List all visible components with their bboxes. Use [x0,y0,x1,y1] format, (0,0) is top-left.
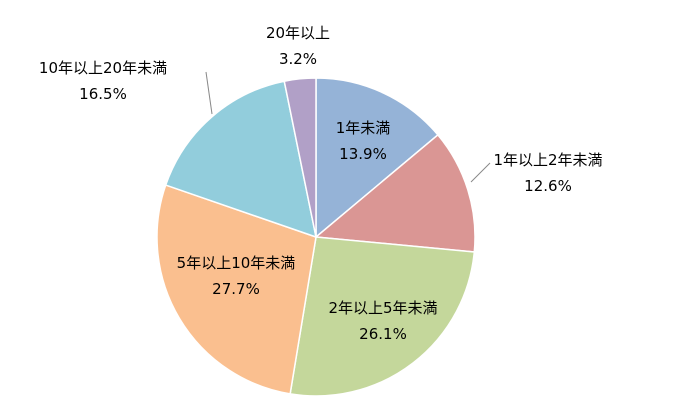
pie-slice [314,133,476,253]
slice-value-label: 27.7% [212,280,260,298]
slice-label: 20年以上 [266,24,330,42]
leader-line [205,71,213,115]
pie-slice [164,80,317,239]
slice-label: 1年未満 [336,119,391,137]
slice-label: 2年以上5年未満 [328,299,437,317]
slice-value-label: 26.1% [359,325,407,343]
slice-value-label: 13.9% [339,145,387,163]
pie-slice [156,184,317,395]
pie-slice [315,77,439,239]
leader-line [470,162,491,183]
slice-value-label: 16.5% [79,85,127,103]
pie-slice [283,77,317,238]
slice-label: 1年以上2年未満 [493,151,602,169]
slice-label: 5年以上10年未満 [177,254,296,272]
slice-label: 10年以上20年未満 [39,59,167,77]
slice-value-label: 12.6% [524,177,572,195]
slice-value-label: 3.2% [279,50,317,68]
pie-slice [289,236,476,397]
